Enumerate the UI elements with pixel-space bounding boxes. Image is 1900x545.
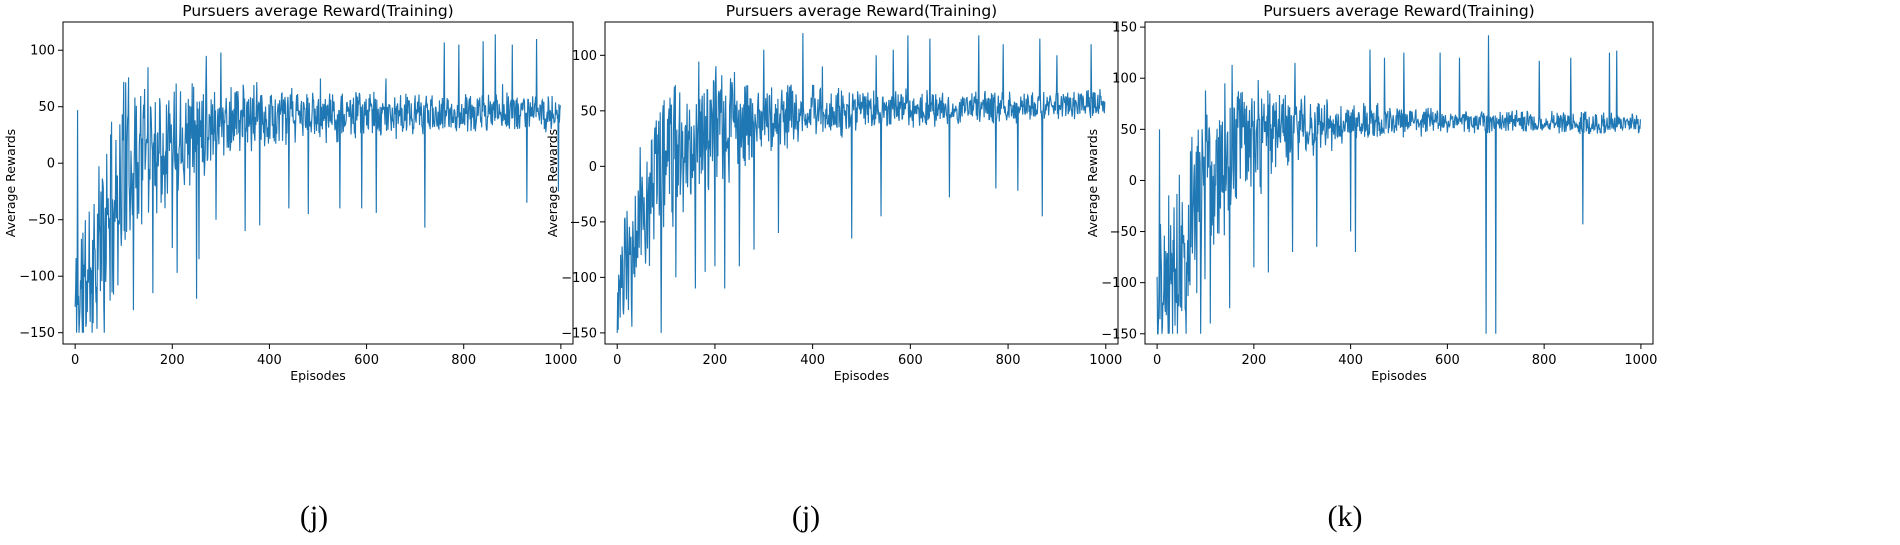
y-axis-label: Average Rewards <box>1085 129 1100 237</box>
x-tick-label: 800 <box>1532 353 1557 368</box>
y-tick-label: −150 <box>19 326 55 341</box>
y-tick-label: 50 <box>580 104 597 119</box>
chart-title: Pursuers average Reward(Training) <box>726 2 997 20</box>
chart-title: Pursuers average Reward(Training) <box>1263 2 1534 20</box>
y-tick-label: −100 <box>19 270 55 285</box>
x-axis-label: Episodes <box>290 368 346 383</box>
x-tick-label: 1000 <box>1089 353 1122 368</box>
x-tick-label: 800 <box>451 353 476 368</box>
x-axis-label: Episodes <box>834 368 890 383</box>
y-tick-label: −50 <box>28 213 55 228</box>
y-tick-label: 0 <box>589 160 597 175</box>
y-tick-label: −100 <box>1101 276 1137 291</box>
chart-svg-2: Pursuers average Reward(Training) 0 200 400… <box>545 2 1122 383</box>
series-line <box>616 33 1106 333</box>
x-tick-label: 200 <box>160 353 185 368</box>
y-tick-label: 0 <box>47 157 55 172</box>
y-axis-label: Average Rewards <box>545 129 560 237</box>
y-tick-label: 100 <box>572 49 597 64</box>
x-tick-label: 600 <box>898 353 923 368</box>
x-tick-label: 400 <box>257 353 282 368</box>
panel-caption: (j) <box>299 500 329 533</box>
x-tick-label: 200 <box>703 353 728 368</box>
y-axis-label: Average Rewards <box>3 129 18 237</box>
x-tick-label: 1000 <box>1624 353 1657 368</box>
axes-frame <box>604 21 1119 345</box>
x-tick-label: 1000 <box>544 353 577 368</box>
x-tick-label: 0 <box>1153 353 1161 368</box>
chart-title: Pursuers average Reward(Training) <box>182 2 453 20</box>
panel-caption: (j) <box>791 500 821 533</box>
y-tick-label: −150 <box>1101 327 1137 342</box>
y-tick-label: 50 <box>38 100 55 115</box>
x-tick-label: 600 <box>1435 353 1460 368</box>
x-tick-label: 400 <box>1338 353 1363 368</box>
chart-svg-3: Pursuers average Reward(Training) 0 200 400… <box>1085 2 1657 383</box>
x-tick-label: 0 <box>71 353 79 368</box>
y-tick-label: −100 <box>561 271 597 286</box>
y-tick-label: −50 <box>1110 225 1137 240</box>
series-line <box>74 34 561 333</box>
y-tick-label: 0 <box>1129 174 1137 189</box>
x-tick-label: 200 <box>1241 353 1266 368</box>
panel-caption: (k) <box>1327 500 1363 533</box>
y-tick-label: 50 <box>1120 123 1137 138</box>
series-line <box>1156 35 1641 335</box>
y-tick-label: 150 <box>1112 21 1137 36</box>
x-axis-label: Episodes <box>1371 368 1427 383</box>
x-tick-label: 0 <box>613 353 621 368</box>
chart-svg-1: Pursuers average Reward(Training) 0 200 400… <box>3 2 577 383</box>
x-tick-label: 600 <box>354 353 379 368</box>
x-tick-label: 800 <box>996 353 1021 368</box>
axes-frame <box>1144 21 1654 345</box>
y-tick-label: −150 <box>561 326 597 341</box>
x-tick-label: 400 <box>800 353 825 368</box>
y-tick-label: −50 <box>570 215 597 230</box>
axes-frame <box>62 21 574 345</box>
y-tick-label: 100 <box>1112 72 1137 87</box>
y-tick-label: 100 <box>30 44 55 59</box>
